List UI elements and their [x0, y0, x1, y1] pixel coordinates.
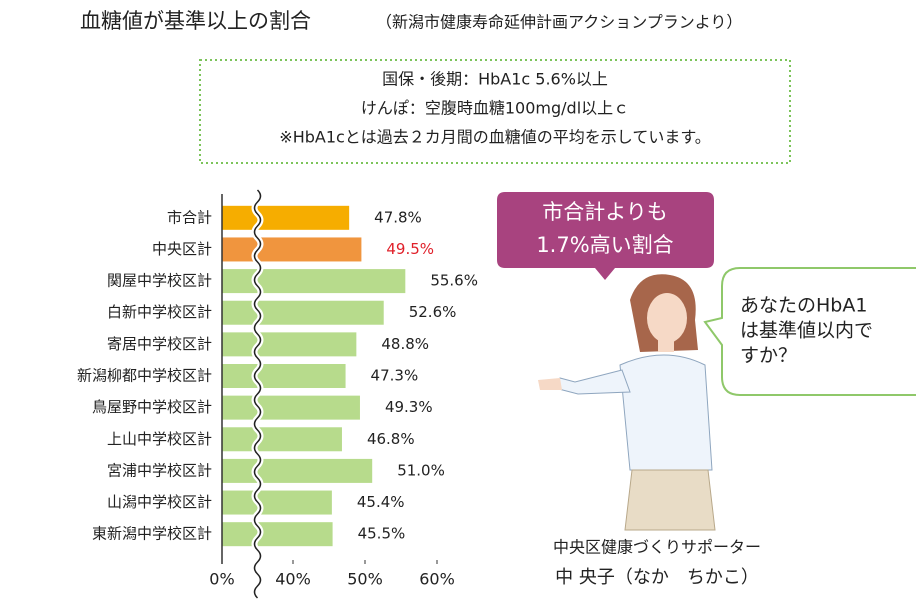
bar [222, 459, 372, 483]
x-tick-label: 0% [209, 570, 234, 589]
note: 国保・後期：HbA1c 5.6%以上 [382, 70, 608, 89]
value-label: 49.3% [385, 398, 433, 416]
x-tick-label: 50% [347, 570, 383, 589]
value-label: 45.5% [358, 525, 406, 543]
illustration [538, 274, 715, 530]
y-tick-label: 白新中学校区計 [107, 303, 212, 321]
y-tick-label: 東新潟中学校区計 [92, 525, 212, 543]
x-tick-label: 40% [275, 570, 311, 589]
callout-text: 市合計よりも [542, 200, 668, 224]
bar [222, 237, 361, 261]
chart-subtitle: （新潟市健康寿命延伸計画アクションプランより） [376, 13, 742, 32]
y-tick-label: 関屋中学校区計 [107, 272, 212, 290]
value-label: 45.4% [357, 493, 405, 511]
y-tick-label: 鳥屋野中学校区計 [92, 398, 212, 416]
bar [222, 269, 405, 293]
speech-text: すか？ [740, 345, 797, 367]
note: ※HbA1cとは過去２カ月間の血糖値の平均を示しています。 [279, 128, 710, 147]
bar [222, 364, 346, 388]
value-label: 46.8% [367, 430, 415, 448]
value-label: 55.6% [430, 272, 478, 290]
y-tick-label: 中央区計 [152, 240, 212, 258]
value-label: 49.5% [386, 240, 434, 258]
caption: 中 央子（なか ちかこ） [555, 567, 759, 588]
value-label: 47.3% [371, 367, 419, 385]
value-label: 47.8% [374, 208, 422, 226]
chart-title: 血糖値が基準以上の割合 [80, 9, 311, 33]
y-tick-label: 宮浦中学校区計 [107, 461, 212, 479]
page: 血糖値が基準以上の割合 （新潟市健康寿命延伸計画アクションプランより） 国保・後… [0, 0, 916, 603]
value-label: 48.8% [381, 335, 429, 353]
bar [222, 301, 384, 325]
y-tick-label: 山潟中学校区計 [107, 493, 212, 511]
y-tick-label: 市合計 [167, 208, 212, 226]
value-label: 51.0% [397, 461, 445, 479]
note: けんぽ：空腹時血糖100mg/dl以上ｃ [361, 99, 629, 118]
speech-text: あなたのHbA1 [740, 295, 867, 317]
y-tick-label: 寄居中学校区計 [107, 335, 212, 353]
speech-text: は基準値以内で [740, 320, 873, 342]
caption: 中央区健康づくりサポーター [553, 538, 761, 557]
x-tick-label: 60% [419, 570, 455, 589]
y-tick-label: 新潟柳都中学校区計 [77, 367, 212, 385]
bar [222, 332, 356, 356]
bar [222, 206, 349, 230]
callout-text: 1.7%高い割合 [536, 233, 673, 257]
bar [222, 522, 333, 546]
bar [222, 491, 332, 515]
bar [222, 427, 342, 451]
y-tick-label: 上山中学校区計 [107, 430, 212, 448]
value-label: 52.6% [409, 303, 457, 321]
bar [222, 396, 360, 420]
